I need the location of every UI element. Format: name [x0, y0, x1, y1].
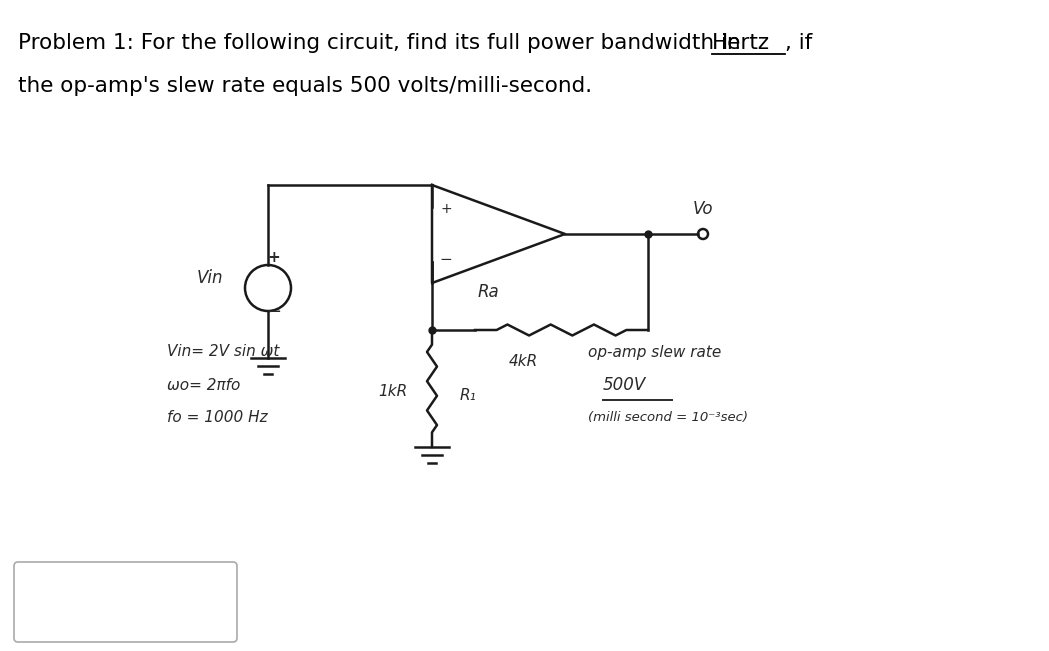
Text: Hertz: Hertz	[712, 33, 770, 53]
Text: fo = 1000 Hz: fo = 1000 Hz	[167, 411, 267, 426]
Text: Ra: Ra	[477, 283, 499, 301]
Text: ωo= 2πfo: ωo= 2πfo	[167, 378, 240, 393]
Text: op-amp slew rate: op-amp slew rate	[588, 344, 722, 359]
Text: R₁: R₁	[461, 387, 476, 402]
Text: Vin= 2V sin ωt: Vin= 2V sin ωt	[167, 344, 279, 359]
Text: −: −	[266, 303, 281, 321]
Text: 500V: 500V	[603, 376, 646, 394]
Text: 4kR: 4kR	[509, 355, 538, 370]
Text: +: +	[441, 202, 452, 216]
Text: −: −	[440, 253, 452, 268]
Text: 1kR: 1kR	[379, 385, 408, 400]
Text: Vin: Vin	[197, 269, 223, 287]
Text: +: +	[267, 251, 280, 266]
Text: the op-amp's slew rate equals 500 volts/milli-second.: the op-amp's slew rate equals 500 volts/…	[18, 76, 592, 96]
Text: , if: , if	[785, 33, 812, 53]
Text: Problem 1: For the following circuit, find its full power bandwidth in: Problem 1: For the following circuit, fi…	[18, 33, 748, 53]
Text: Vo: Vo	[692, 200, 713, 218]
Text: (milli second = 10⁻³sec): (milli second = 10⁻³sec)	[588, 411, 748, 424]
